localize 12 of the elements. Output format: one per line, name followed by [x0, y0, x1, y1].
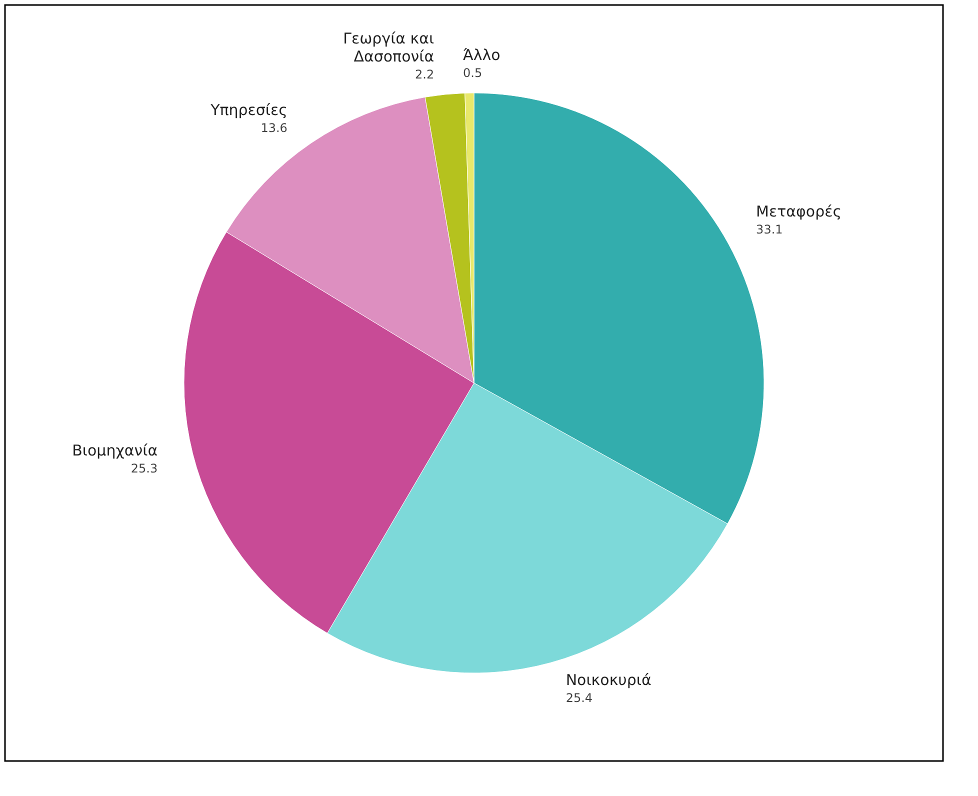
data-label: 13.6: [260, 120, 288, 135]
slice-label: Βιομηχανία: [72, 442, 158, 460]
data-label: 2.2: [415, 68, 434, 82]
slice-label: Γεωργία και Δασοπονία: [343, 30, 434, 66]
data-label: 25.4: [566, 690, 593, 705]
slice-label: Νοικοκυριά: [566, 670, 652, 689]
data-label: 25.3: [130, 462, 158, 476]
slice-label: Υπηρεσίες: [210, 100, 288, 119]
slice-label: Μεταφορές: [756, 202, 842, 221]
slice-label: Άλλο: [463, 46, 500, 64]
data-label: 0.5: [463, 66, 482, 80]
data-label: 33.1: [756, 222, 783, 237]
